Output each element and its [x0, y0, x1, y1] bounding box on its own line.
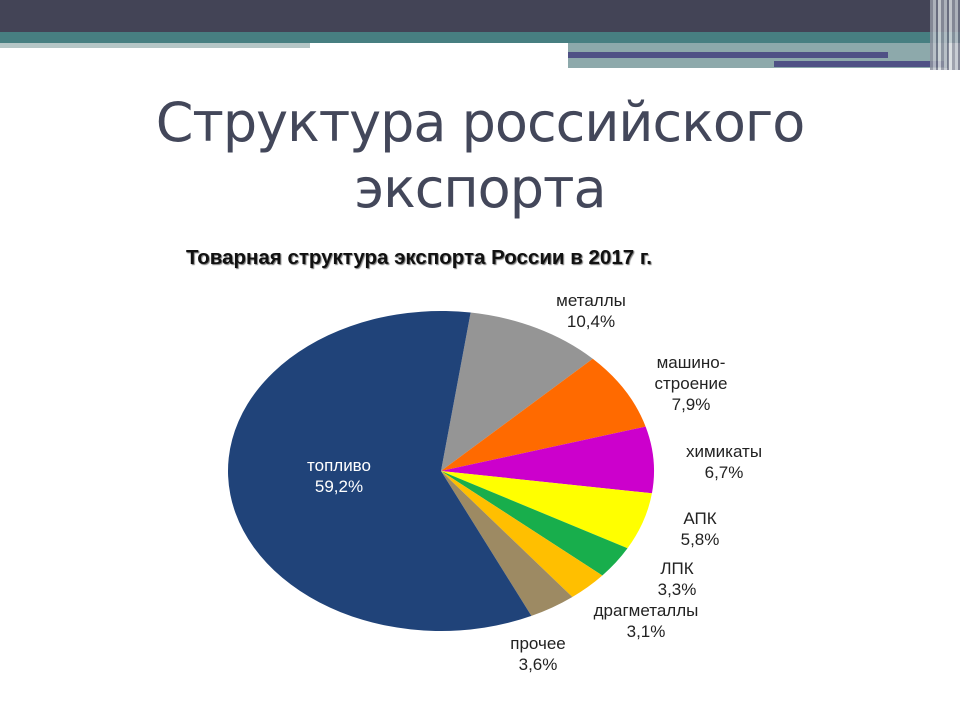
- label-value: 3,1%: [626, 622, 666, 641]
- label-value: 7,9%: [671, 395, 711, 414]
- pie-slice-6: [441, 471, 573, 616]
- label-name: прочее: [510, 634, 566, 653]
- pie-slice-1: [441, 358, 646, 471]
- header-edge-strips: [930, 0, 960, 70]
- label-chemicals: химикаты 6,7%: [686, 441, 762, 483]
- slide-title-line-2: экспорта: [354, 157, 606, 220]
- label-name: топливо: [307, 456, 371, 475]
- label-name: химикаты: [685, 442, 763, 461]
- label-metals: металлы 10,4%: [556, 290, 626, 332]
- slide-title: Структура российского экспорта: [0, 90, 960, 222]
- header-accent-line: [774, 61, 944, 67]
- label-name: АПК: [683, 509, 717, 528]
- label-name: строение: [654, 374, 728, 393]
- pie-slice-2: [441, 426, 655, 494]
- header-accent-line: [568, 52, 888, 58]
- label-fuel: топливо 59,2%: [307, 455, 371, 497]
- label-value: 3,6%: [518, 655, 558, 674]
- pie-slices: [227, 311, 655, 632]
- label-timber: ЛПК 3,3%: [658, 558, 697, 600]
- label-value: 5,8%: [680, 530, 720, 549]
- label-name: драгметаллы: [593, 601, 699, 620]
- label-other: прочее 3,6%: [510, 633, 566, 675]
- pie-slice-4: [441, 471, 628, 576]
- label-value: 10,4%: [566, 312, 616, 331]
- slide-title-line-1: Структура российского: [155, 91, 806, 154]
- label-value: 6,7%: [704, 463, 744, 482]
- chart-title: Товарная структура экспорта России в 201…: [186, 246, 653, 269]
- label-agro: АПК 5,8%: [681, 508, 720, 550]
- label-value: 59,2%: [314, 477, 364, 496]
- pie-slice-0: [441, 312, 593, 471]
- label-name: машино-: [656, 353, 726, 372]
- header-teal-bar: [0, 32, 960, 43]
- label-name: ЛПК: [660, 559, 694, 578]
- pie-slice-5: [441, 471, 603, 597]
- pie-slice-3: [441, 471, 652, 549]
- label-value: 3,3%: [657, 580, 697, 599]
- header-dark-bar: [0, 0, 960, 32]
- pie-slice-7: [227, 311, 532, 632]
- label-precious-metals: драгметаллы 3,1%: [594, 600, 699, 642]
- label-machinery: машино- строение 7,9%: [655, 352, 728, 415]
- header-teal-shadow: [0, 43, 310, 48]
- label-name: металлы: [556, 291, 626, 310]
